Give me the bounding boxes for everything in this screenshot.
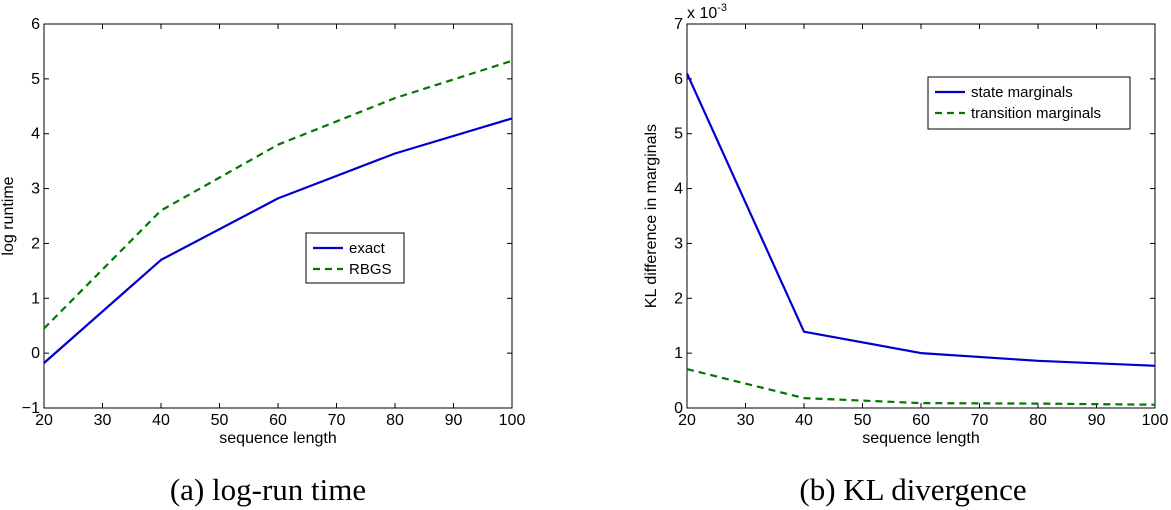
- subfigure-caption: (b) KL divergence: [799, 472, 1026, 507]
- series-line-transition-marginals: [686, 368, 1156, 406]
- x-tick-label: 60: [269, 412, 287, 429]
- x-tick-label: 20: [35, 412, 53, 429]
- y-tick-label: 5: [31, 71, 40, 88]
- x-tick-label: 30: [737, 412, 755, 429]
- x-tick-label: 50: [211, 412, 229, 429]
- y-tick-label: 5: [674, 126, 683, 143]
- y-tick-label: −1: [22, 400, 40, 417]
- x-axis-label: sequence length: [219, 430, 336, 447]
- x-tick-label: 40: [152, 412, 170, 429]
- y-tick-label: 2: [674, 290, 683, 307]
- legend-entry-label: RBGS: [349, 261, 392, 278]
- y-tick-label: 2: [31, 235, 40, 252]
- y-tick-label: 4: [674, 181, 683, 198]
- x-tick-label: 100: [1142, 412, 1169, 429]
- y-tick-label: 6: [31, 16, 40, 33]
- legend-entry-label: exact: [349, 240, 386, 257]
- series-line-state-marginals: [685, 72, 1156, 367]
- y-tick-label: 1: [31, 290, 40, 307]
- y-tick-label: 3: [674, 235, 683, 252]
- y-tick-label: 4: [31, 126, 40, 143]
- x-tick-label: 90: [445, 412, 463, 429]
- chart-log-runtime: 20 30 40 50 60 70 80 90 100 −1 0 1 2 3 4 5 6 sequence len…: [0, 16, 525, 507]
- x-tick-label: 40: [795, 412, 813, 429]
- y-tick-label: 7: [674, 16, 683, 33]
- legend-entry-label: state marginals: [971, 84, 1073, 101]
- y-axis-exponent-label: x 10-3: [687, 2, 727, 22]
- x-tick-label: 30: [94, 412, 112, 429]
- x-axis-label: sequence length: [862, 430, 979, 447]
- x-tick-label: 60: [912, 412, 930, 429]
- y-tick-label: 1: [674, 345, 683, 362]
- x-tick-label: 50: [854, 412, 872, 429]
- series-line-exact: [43, 117, 513, 364]
- legend-box: [305, 232, 405, 284]
- x-tick-label: 100: [499, 412, 526, 429]
- y-axis-label: KL difference in marginals: [643, 124, 660, 308]
- y-tick-label: 6: [674, 71, 683, 88]
- series-line-rbgs: [43, 59, 513, 330]
- legend-entry-label: transition marginals: [971, 105, 1101, 122]
- y-tick-label: 0: [31, 345, 40, 362]
- subfigure-caption: (a) log-run time: [170, 472, 366, 507]
- x-tick-label: 80: [386, 412, 404, 429]
- x-tick-label: 70: [328, 412, 346, 429]
- y-tick-label: 3: [31, 181, 40, 198]
- legend-box: [927, 76, 1131, 130]
- x-tick-label: 70: [971, 412, 989, 429]
- y-axis-label: log runtime: [0, 176, 17, 255]
- plot-area-frame: [43, 23, 513, 409]
- x-tick-label: 80: [1029, 412, 1047, 429]
- x-tick-label: 90: [1088, 412, 1106, 429]
- x-tick-label: 20: [678, 412, 696, 429]
- y-tick-label: 0: [674, 400, 683, 417]
- chart-kl-divergence: 20 30 40 50 60 70 80 90 100 0 1 2 3 4 5 6 7 sequence leng…: [643, 2, 1168, 507]
